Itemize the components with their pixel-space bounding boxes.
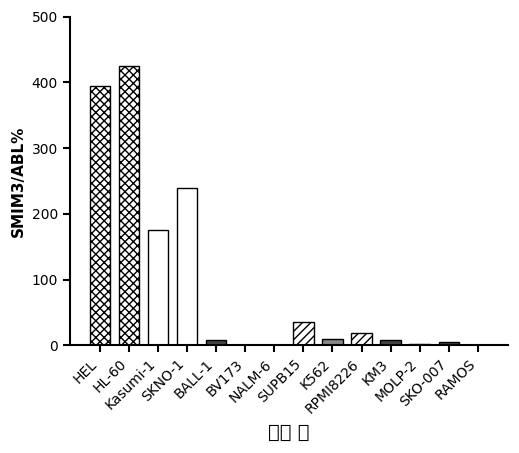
- Bar: [409, 344, 430, 345]
- Bar: [90, 86, 110, 345]
- Bar: [148, 230, 168, 345]
- Bar: [380, 340, 401, 345]
- Bar: [177, 188, 197, 345]
- Bar: [119, 66, 139, 345]
- Bar: [293, 322, 313, 345]
- Bar: [322, 339, 343, 345]
- Bar: [439, 342, 459, 345]
- Y-axis label: SMIM3/ABL%: SMIM3/ABL%: [11, 125, 26, 236]
- X-axis label: 细胞 系: 细胞 系: [268, 423, 310, 442]
- Bar: [206, 340, 226, 345]
- Bar: [351, 333, 372, 345]
